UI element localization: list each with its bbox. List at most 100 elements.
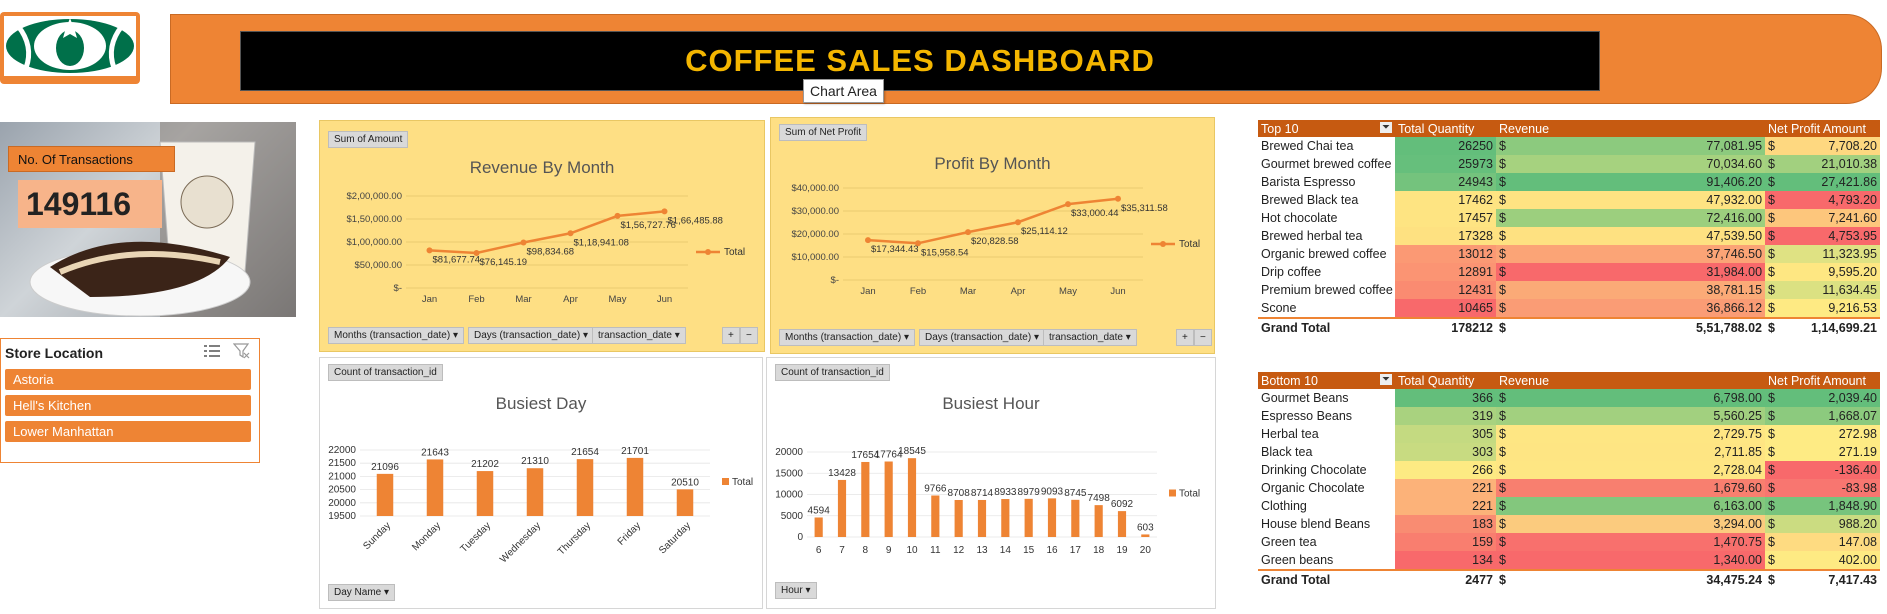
- revenue-line-chart: $- $50,000.00 $1,00,000.00 $1,50,000.00 $2,0…: [347, 191, 746, 305]
- profit-chart-title: Profit By Month: [934, 154, 1051, 173]
- currency-symbol: $: [1765, 155, 1786, 173]
- quantity-cell: 266: [1395, 461, 1496, 479]
- x-tick-label: Sunday: [361, 520, 393, 552]
- busiest-hour-panel[interactable]: Count of transaction_id Busiest Hour 0 50…: [766, 357, 1216, 609]
- bar: [1001, 499, 1010, 537]
- data-label: $15,958.54: [921, 247, 969, 258]
- data-point: [426, 247, 433, 254]
- table-row: Espresso Beans 319 $5,560.25 $1,668.07: [1258, 407, 1881, 425]
- data-label: 9766: [924, 483, 947, 494]
- expand-button[interactable]: +: [722, 327, 740, 344]
- y-tick-label: 10000: [775, 490, 803, 501]
- currency-symbol: $: [1765, 497, 1786, 515]
- table-row: Green tea 159 $1,470.75 $147.08: [1258, 533, 1881, 551]
- currency-symbol: $: [1765, 425, 1786, 443]
- data-point: [614, 212, 621, 219]
- clear-filter-icon[interactable]: [232, 343, 251, 364]
- table-row: Organic Chocolate 221 $1,679.60 $ -83.98: [1258, 479, 1881, 497]
- currency-symbol: $: [1496, 443, 1516, 461]
- y-tick-label: $20,000.00: [791, 229, 839, 240]
- currency-symbol: $: [1496, 299, 1516, 318]
- product-name: Organic brewed coffee: [1261, 247, 1387, 261]
- filter-date-button[interactable]: transaction_date ▾: [592, 327, 686, 344]
- bottom10-header-label[interactable]: Bottom 10 ⏷: [1258, 372, 1395, 389]
- currency-symbol: $: [1765, 263, 1786, 281]
- bar: [931, 495, 940, 537]
- profit-chart-panel[interactable]: Sum of Net Profit Profit By Month $- $10,…: [770, 117, 1215, 354]
- day-field-button[interactable]: Count of transaction_id: [328, 364, 443, 381]
- slicer-item-hells-kitchen[interactable]: Hell's Kitchen: [5, 395, 251, 416]
- revenue-chart-panel[interactable]: Sum of Amount Revenue By Month $- $50,000…: [319, 120, 765, 352]
- table-row: Barista Espresso 24943 $91,406.20 $27,421.8…: [1258, 173, 1881, 191]
- revenue-field-button[interactable]: Sum of Amount: [328, 131, 409, 148]
- filter-months-button[interactable]: Months (transaction_date) ▾: [328, 327, 464, 344]
- x-tick-label: Friday: [616, 520, 643, 547]
- data-label: 8745: [1064, 488, 1087, 499]
- product-name: Drinking Chocolate: [1261, 463, 1367, 477]
- revenue-cell: 31,984.00: [1516, 263, 1766, 281]
- profit-cell: -136.40: [1785, 461, 1881, 479]
- total-profit: 7,417.43: [1785, 569, 1881, 589]
- filter-date-button[interactable]: transaction_date ▾: [1043, 329, 1137, 346]
- chart-area-tooltip: Chart Area: [803, 79, 884, 103]
- table-row: Brewed Chai tea 26250 $77,081.95 $7,708.20: [1258, 137, 1881, 155]
- currency-symbol: $: [1765, 281, 1786, 299]
- data-label: 8708: [948, 488, 971, 499]
- revenue-cell: 5,560.25: [1516, 407, 1766, 425]
- data-point: [567, 230, 574, 237]
- y-tick-label: 5000: [781, 511, 804, 522]
- bar: [626, 457, 644, 516]
- filter-icon[interactable]: ⏷: [1380, 121, 1392, 133]
- filter-days-button[interactable]: Days (transaction_date) ▾: [919, 329, 1045, 346]
- busiest-day-panel[interactable]: Count of transaction_id Busiest Day 1950…: [319, 357, 763, 609]
- data-label: 21654: [571, 447, 599, 458]
- table-row: Brewed Black tea 17462 $47,932.00 $4,793.20: [1258, 191, 1881, 209]
- collapse-button[interactable]: −: [1194, 329, 1212, 346]
- top10-header-label[interactable]: Top 10 ⏷: [1258, 120, 1395, 137]
- x-tick-label: Mar: [960, 286, 976, 297]
- kpi-transactions-value: 149116: [18, 180, 162, 228]
- data-label: 17764: [875, 450, 903, 461]
- product-name: Drip coffee: [1261, 265, 1322, 279]
- quantity-cell: 10465: [1395, 299, 1496, 318]
- y-tick-label: 19500: [328, 511, 356, 522]
- revenue-cell: 1,679.60: [1516, 479, 1766, 497]
- table-row: House blend Beans 183 $3,294.00 $988.20: [1258, 515, 1881, 533]
- x-tick-label: 8: [863, 545, 869, 556]
- currency-symbol: $: [1496, 461, 1516, 479]
- multi-select-icon[interactable]: [203, 343, 221, 364]
- profit-field-button[interactable]: Sum of Net Profit: [779, 124, 868, 141]
- grand-total-row: Grand Total 178212 $5,51,788.02 $1,14,699.2…: [1258, 317, 1881, 337]
- currency-symbol: $: [1496, 263, 1516, 281]
- y-tick-label: 0: [797, 532, 803, 543]
- currency-symbol: $: [1496, 497, 1516, 515]
- bar: [861, 461, 870, 537]
- data-label: 8714: [971, 488, 994, 499]
- y-tick-label: 20000: [328, 498, 356, 509]
- day-name-filter-button[interactable]: Day Name ▾: [328, 584, 396, 601]
- slicer-item-astoria[interactable]: Astoria: [5, 369, 251, 390]
- quantity-cell: 26250: [1395, 137, 1496, 155]
- filter-months-button[interactable]: Months (transaction_date) ▾: [779, 329, 915, 346]
- product-name: Premium brewed coffee: [1261, 283, 1393, 297]
- x-tick-label: 6: [816, 545, 822, 556]
- currency-symbol: $: [1496, 245, 1516, 263]
- expand-button[interactable]: +: [1176, 329, 1194, 346]
- bar: [1071, 499, 1080, 537]
- bar: [1117, 511, 1127, 537]
- data-point: [661, 208, 668, 215]
- product-name: Brewed herbal tea: [1261, 229, 1363, 243]
- filter-days-button[interactable]: Days (transaction_date) ▾: [468, 327, 594, 344]
- filter-icon[interactable]: ⏷: [1380, 373, 1392, 385]
- product-name: Herbal tea: [1261, 427, 1319, 441]
- collapse-button[interactable]: −: [740, 327, 758, 344]
- currency-symbol: $: [1496, 407, 1516, 425]
- bar: [1047, 498, 1057, 537]
- slicer-item-lower-manhattan[interactable]: Lower Manhattan: [5, 421, 251, 442]
- revenue-cell: 2,711.85: [1516, 443, 1766, 461]
- hour-filter-button[interactable]: Hour ▾: [775, 582, 817, 599]
- hour-field-button[interactable]: Count of transaction_id: [775, 364, 890, 381]
- profit-cell: 21,010.38: [1785, 155, 1881, 173]
- bottom10-header-profit: Net Profit Amount: [1765, 372, 1881, 389]
- data-label: 6092: [1111, 499, 1134, 510]
